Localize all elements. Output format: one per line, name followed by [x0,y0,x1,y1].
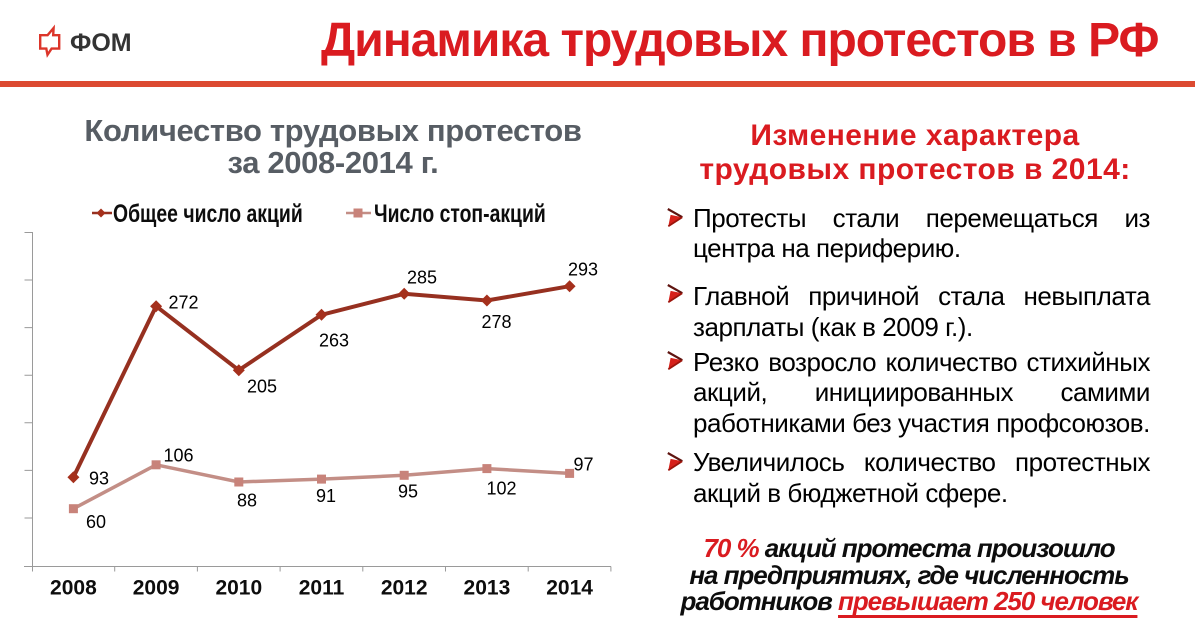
svg-text:97: 97 [573,455,593,475]
svg-text:102: 102 [486,479,516,499]
svg-text:263: 263 [319,331,349,351]
svg-text:2013: 2013 [464,577,511,600]
svg-text:106: 106 [163,446,193,466]
svg-text:93: 93 [89,469,109,489]
svg-text:272: 272 [168,293,198,313]
svg-text:293: 293 [568,260,598,280]
svg-text:2012: 2012 [381,577,428,600]
svg-text:2009: 2009 [133,577,180,600]
svg-text:2011: 2011 [299,577,345,600]
svg-text:2014: 2014 [546,577,593,600]
svg-text:91: 91 [316,486,336,506]
svg-text:2008: 2008 [50,577,97,600]
svg-text:88: 88 [237,491,257,511]
svg-text:2010: 2010 [215,577,262,600]
svg-text:205: 205 [247,377,277,397]
svg-text:285: 285 [407,268,437,288]
svg-text:278: 278 [481,312,511,332]
svg-text:60: 60 [86,512,106,532]
svg-text:95: 95 [398,482,418,502]
